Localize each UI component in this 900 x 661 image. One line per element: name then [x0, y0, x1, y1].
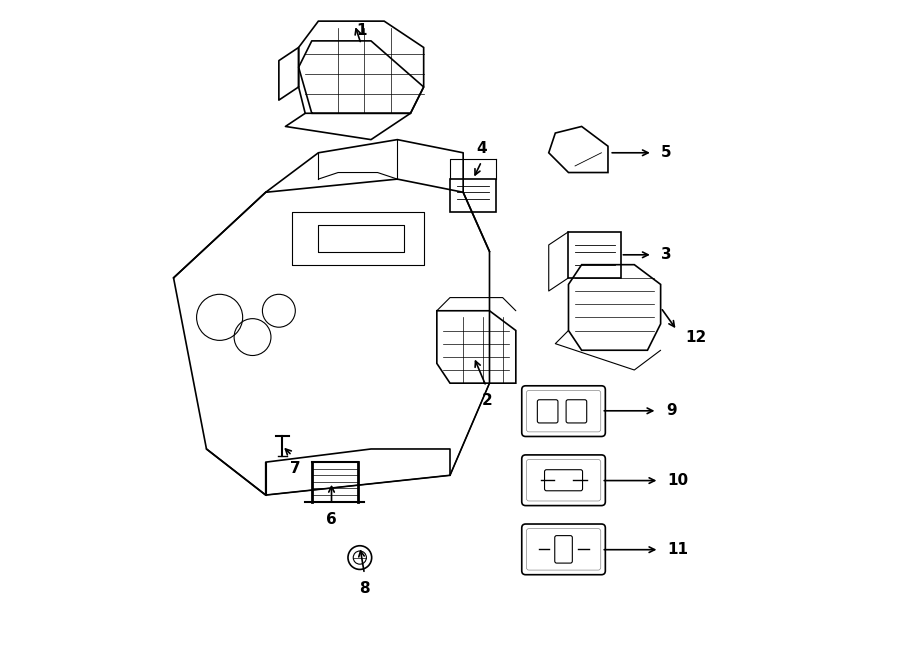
Text: 1: 1 — [356, 22, 366, 38]
Text: 5: 5 — [661, 145, 671, 160]
Text: 3: 3 — [661, 247, 671, 262]
Text: 7: 7 — [290, 461, 301, 476]
Text: 2: 2 — [482, 393, 493, 408]
Text: 10: 10 — [667, 473, 688, 488]
Text: 4: 4 — [476, 141, 487, 156]
Text: 12: 12 — [686, 330, 706, 344]
Text: 6: 6 — [326, 512, 337, 527]
Text: 9: 9 — [666, 403, 677, 418]
Text: 11: 11 — [667, 542, 688, 557]
Text: 8: 8 — [359, 580, 370, 596]
